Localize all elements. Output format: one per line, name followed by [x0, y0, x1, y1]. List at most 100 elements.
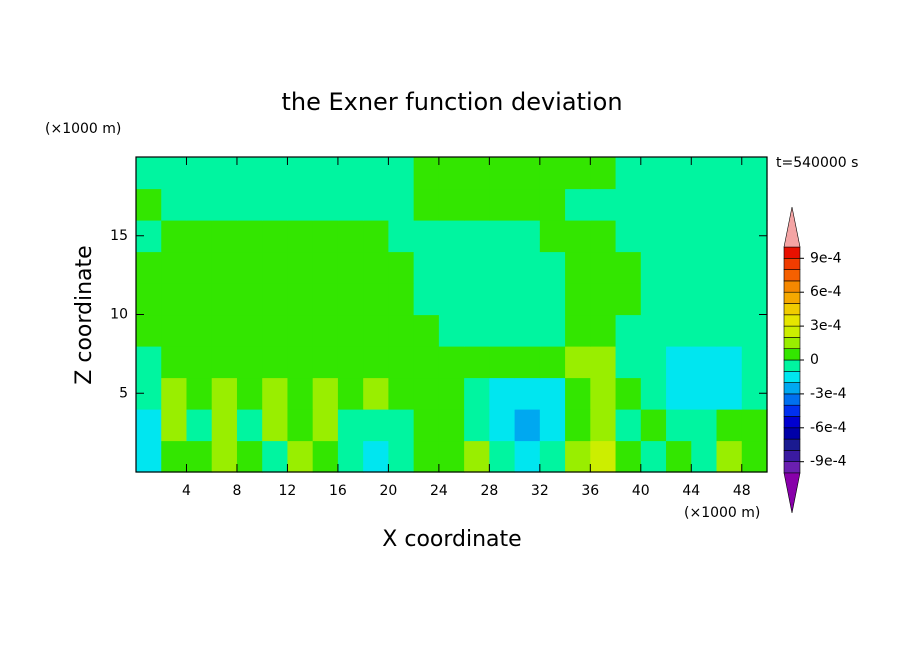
field-cell — [363, 314, 389, 347]
field-cell — [236, 409, 263, 442]
field-cell — [565, 314, 591, 347]
field-cell — [262, 346, 289, 379]
field-cell — [514, 157, 541, 190]
field-cell — [514, 377, 541, 410]
field-cell — [161, 346, 188, 379]
colorbar-label: 6e-4 — [810, 284, 842, 300]
field-cell — [640, 157, 667, 190]
field-cell — [413, 251, 440, 284]
field-cell — [640, 409, 667, 442]
y-tick-label: 15 — [110, 228, 128, 244]
field-cell — [413, 409, 440, 442]
x-tick-label: 20 — [379, 483, 397, 499]
field-cell — [438, 440, 465, 473]
colorbar-band — [783, 450, 801, 462]
field-cell — [565, 188, 591, 221]
colorbar-band — [783, 337, 801, 349]
field-cell — [186, 377, 213, 410]
field-cell — [640, 440, 667, 473]
colorbar-label: -3e-4 — [810, 386, 847, 402]
field-cell — [716, 409, 743, 442]
field-cell — [590, 440, 617, 473]
colorbar-band — [783, 461, 801, 474]
field-cell — [363, 157, 389, 190]
field-cell — [716, 283, 743, 316]
field-cell — [413, 220, 440, 253]
field-cell — [413, 377, 440, 410]
field-cell — [136, 157, 162, 190]
field-cell — [716, 188, 743, 221]
field-cell — [388, 188, 415, 221]
field-cell — [489, 157, 516, 190]
field-cell — [716, 440, 743, 473]
field-cell — [489, 346, 516, 379]
colorbar-band — [783, 404, 801, 417]
colorbar-band — [783, 382, 801, 395]
field-cell — [312, 220, 339, 253]
field-cell — [211, 220, 238, 253]
field-cell — [337, 157, 364, 190]
x-tick-label: 16 — [329, 483, 347, 499]
field-cell — [312, 409, 339, 442]
field-cell — [539, 409, 566, 442]
field-cell — [287, 251, 314, 284]
field-cell — [539, 377, 566, 410]
colorbar-label: -9e-4 — [810, 454, 847, 470]
colorbar-band — [783, 314, 801, 327]
field-cell — [615, 314, 642, 347]
field-cell — [186, 157, 213, 190]
field-cell — [640, 377, 667, 410]
field-cell — [691, 409, 718, 442]
field-cell — [413, 188, 440, 221]
field-cell — [514, 440, 541, 473]
colorbar-band — [783, 257, 801, 270]
colorbar-band — [783, 303, 801, 316]
field-cell — [691, 220, 718, 253]
field-cell — [464, 251, 490, 284]
field-cell — [741, 314, 768, 347]
field-cell — [514, 314, 541, 347]
field-cell — [691, 188, 718, 221]
field-cell — [615, 440, 642, 473]
field-cell — [590, 157, 617, 190]
field-cell — [640, 251, 667, 284]
x-tick-label: 24 — [430, 483, 448, 499]
field-cell — [438, 314, 465, 347]
field-cell — [741, 440, 768, 473]
field-cell — [615, 346, 642, 379]
field-cell — [565, 251, 591, 284]
chart-title: the Exner function deviation — [281, 88, 622, 116]
field-cell — [312, 157, 339, 190]
colorbar-band — [783, 246, 801, 259]
field-cell — [565, 283, 591, 316]
field-cell — [489, 283, 516, 316]
field-cell — [539, 314, 566, 347]
x-tick-label: 48 — [733, 483, 751, 499]
field-cell — [489, 220, 516, 253]
field-cell — [716, 157, 743, 190]
field-cell — [666, 314, 692, 347]
field-cell — [691, 440, 718, 473]
field-cell — [388, 440, 415, 473]
field-cell — [464, 409, 490, 442]
field-cell — [186, 283, 213, 316]
field-cell — [438, 283, 465, 316]
field-cell — [363, 377, 389, 410]
colorbar-band — [783, 416, 801, 429]
field-cell — [413, 157, 440, 190]
field-cell — [262, 314, 289, 347]
field-cell — [438, 409, 465, 442]
colorbar-band — [783, 291, 801, 304]
field-cell — [640, 346, 667, 379]
colorbar-band — [783, 269, 801, 282]
field-cell — [741, 409, 768, 442]
x-tick-label: 32 — [531, 483, 549, 499]
field-cell — [691, 251, 718, 284]
field-cell — [161, 314, 188, 347]
field-cell — [691, 314, 718, 347]
colorbar-label: 3e-4 — [810, 318, 842, 334]
field-cell — [136, 188, 162, 221]
field-cell — [514, 188, 541, 221]
field-cell — [464, 283, 490, 316]
